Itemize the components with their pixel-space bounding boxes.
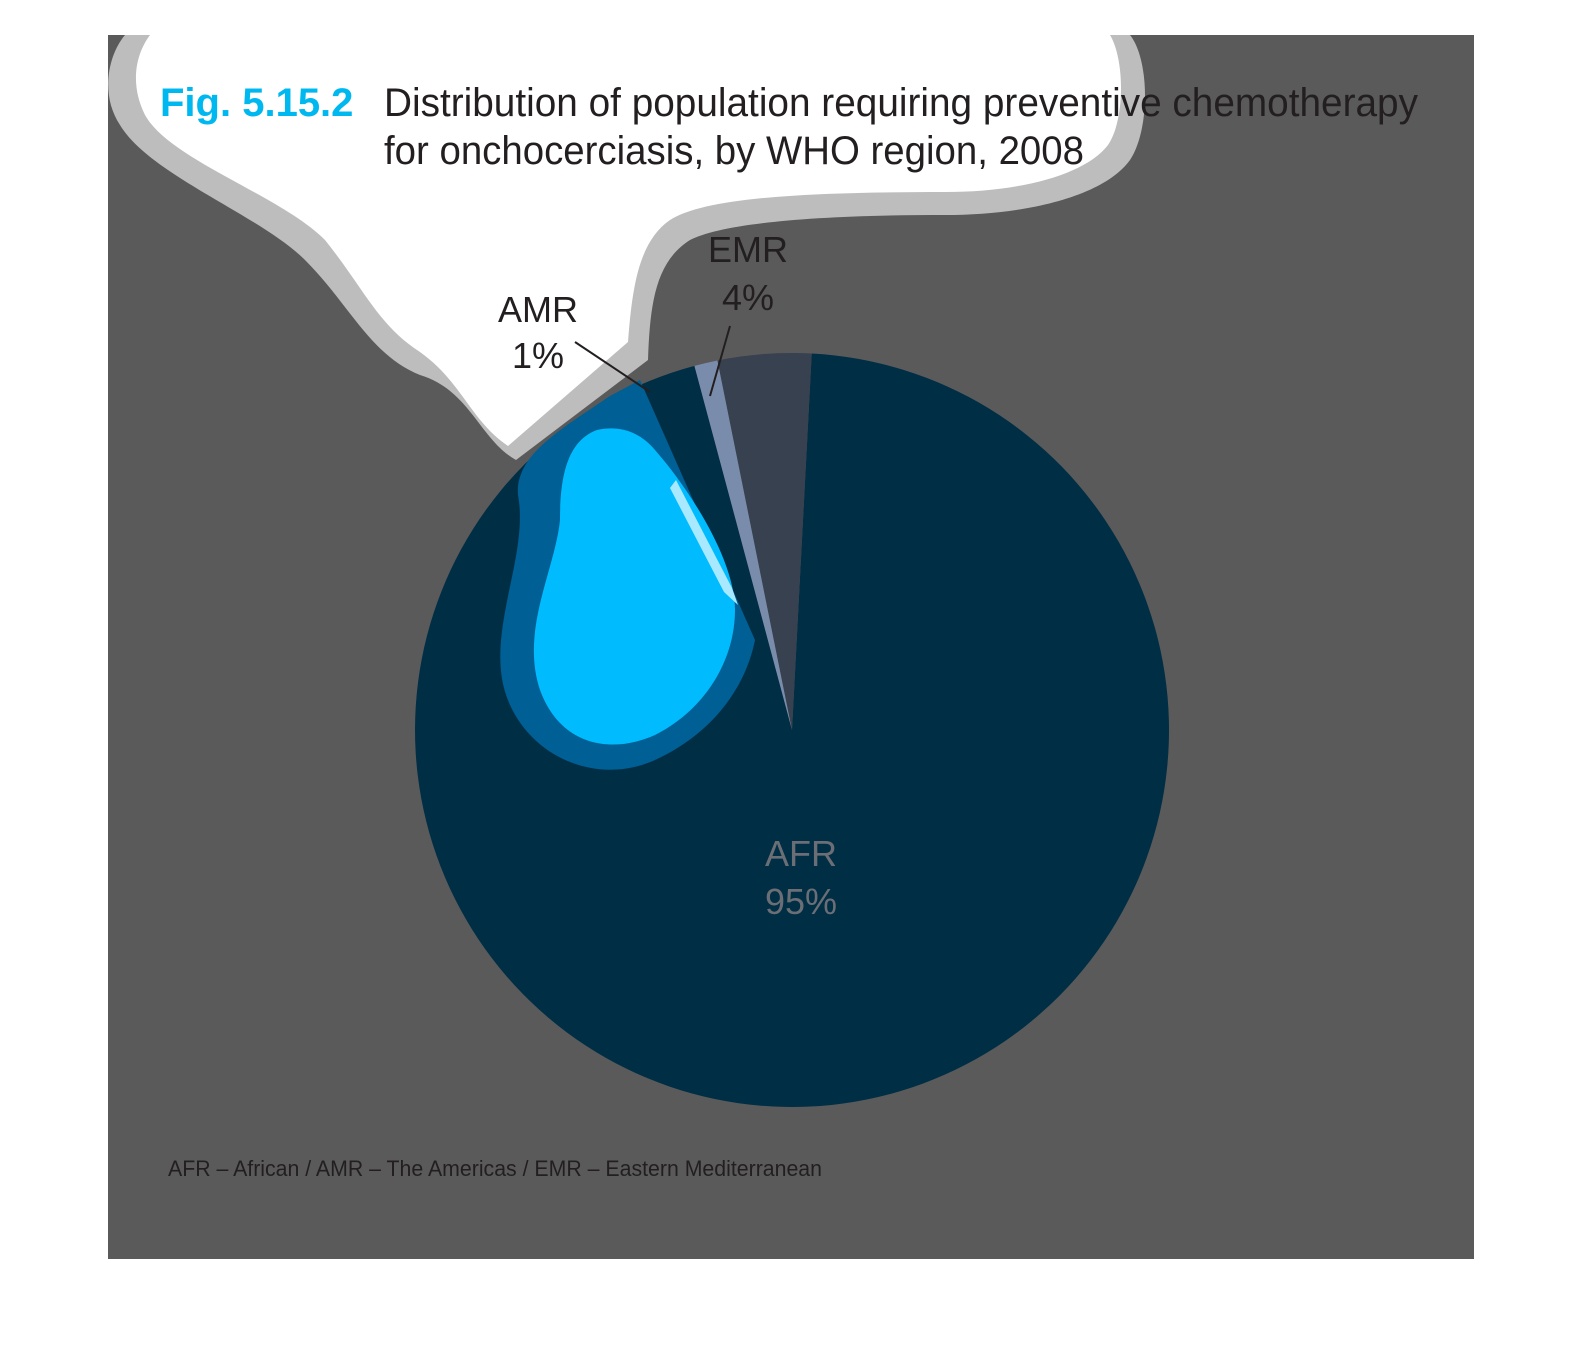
figure-title-line2: for onchocerciasis, by WHO region, 2008	[384, 129, 1084, 173]
label-amr-name: AMR	[498, 289, 578, 330]
footnote: AFR – African / AMR – The Americas / EMR…	[168, 1156, 822, 1181]
droplet-glint	[670, 480, 738, 605]
label-afr-value: 95%	[765, 881, 837, 922]
label-afr-name: AFR	[765, 833, 837, 874]
leader-line-emr	[709, 325, 731, 397]
figure-number: Fig. 5.15.2	[160, 81, 353, 125]
label-emr-name: EMR	[708, 229, 788, 270]
pie-slice-amr	[694, 360, 792, 730]
label-emr-value: 4%	[722, 277, 774, 318]
pie-slice-emr	[717, 353, 812, 730]
bubble-fill	[135, 35, 1122, 446]
label-amr-value: 1%	[512, 335, 564, 376]
figure-title-line1: Distribution of population requiring pre…	[384, 81, 1418, 125]
leader-line-amr	[574, 341, 651, 393]
